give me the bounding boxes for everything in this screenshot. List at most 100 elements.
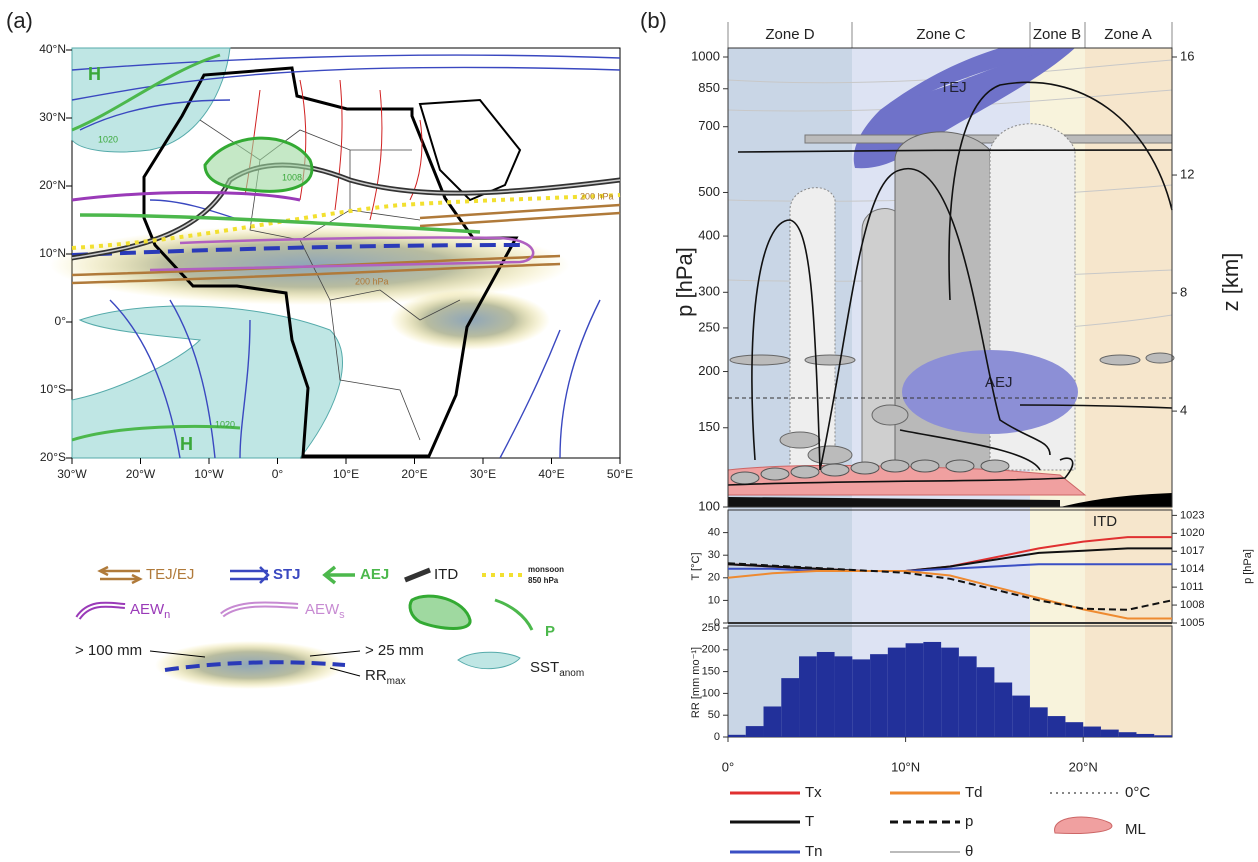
surface bbox=[728, 497, 1060, 507]
annotation: 200 hPa bbox=[355, 276, 389, 286]
zone-label: Zone C bbox=[916, 26, 965, 43]
orography bbox=[1060, 493, 1172, 507]
y2-axis-label: z [km] bbox=[1218, 253, 1243, 312]
lat-label: 30°N bbox=[39, 110, 66, 124]
bar bbox=[1029, 707, 1048, 737]
stj-streamlines bbox=[71, 54, 621, 459]
bar bbox=[763, 706, 782, 737]
y2-tick-label: 16 bbox=[1180, 48, 1194, 63]
legend-label: SST bbox=[530, 659, 559, 676]
y-tick-label: 250 bbox=[698, 319, 720, 334]
lon-label: 30°E bbox=[470, 467, 496, 481]
legend-label: AEW bbox=[305, 601, 340, 618]
y2-tick-label: 4 bbox=[1180, 403, 1187, 418]
bar bbox=[905, 643, 924, 737]
y2-tick-label: 12 bbox=[1180, 166, 1194, 181]
x-tick-label: 20°N bbox=[1069, 759, 1098, 774]
lon-label: 40°E bbox=[538, 467, 564, 481]
y-tick-label: 850 bbox=[698, 80, 720, 95]
legend-label: ML bbox=[1125, 821, 1146, 838]
y-tick-label: 20 bbox=[708, 572, 720, 584]
section-frame bbox=[727, 47, 1173, 508]
legend-symbol bbox=[404, 567, 431, 583]
map: H H 1020 1020 1008 200 hPa 200 hPa bbox=[50, 47, 621, 459]
x-tick-label: 0° bbox=[722, 759, 734, 774]
legend-label: > 100 mm bbox=[75, 642, 142, 659]
annotation: 1020 bbox=[98, 134, 118, 144]
bar bbox=[816, 651, 835, 737]
legend-symbol bbox=[494, 598, 534, 631]
y-tick-label: 0 bbox=[714, 731, 720, 743]
legend-label: T bbox=[805, 813, 814, 830]
jet-label: AEJ bbox=[985, 374, 1013, 391]
bar bbox=[958, 656, 977, 737]
legend-label: ITD bbox=[434, 566, 458, 583]
legend-label: 0°C bbox=[1125, 784, 1150, 801]
lon-label: 10°W bbox=[194, 467, 224, 481]
y2-tick-label: 1011 bbox=[1180, 581, 1204, 593]
legend-label: Td bbox=[965, 784, 983, 801]
series-line bbox=[727, 562, 1173, 611]
cross-section: AEJ TEJ ITD bbox=[727, 48, 1175, 530]
legend-symbol bbox=[155, 641, 345, 689]
x-tick-label: 10°N bbox=[891, 759, 920, 774]
lon-label: 20°W bbox=[126, 467, 156, 481]
legend-label: monsoon bbox=[528, 565, 564, 574]
mid-level-clouds bbox=[729, 352, 1175, 465]
series-line bbox=[728, 563, 1172, 572]
y-axis-label: RR [mm mo⁻¹] bbox=[690, 647, 702, 718]
legend-symbol bbox=[457, 651, 521, 670]
legend-label: max bbox=[387, 676, 406, 687]
bar bbox=[1083, 726, 1101, 737]
lon-label: 0° bbox=[272, 467, 284, 481]
bar bbox=[781, 678, 800, 737]
legend-label: TEJ/EJ bbox=[146, 566, 194, 583]
y-tick-label: 400 bbox=[698, 228, 720, 243]
rr-max bbox=[71, 243, 521, 257]
lat-label: 20°S bbox=[40, 450, 66, 464]
lat-label: 20°N bbox=[39, 178, 66, 192]
shallow-clouds bbox=[730, 459, 1010, 485]
panel-label: (b) bbox=[640, 8, 667, 33]
jet-label: TEJ bbox=[940, 79, 967, 96]
legend-label: 850 hPa bbox=[528, 576, 559, 585]
aew-s bbox=[149, 236, 535, 272]
panel-label: (a) bbox=[6, 8, 33, 33]
bar bbox=[728, 734, 746, 737]
legend-label: AEW bbox=[130, 601, 165, 618]
legend-symbol bbox=[221, 603, 299, 616]
legend-symbol bbox=[408, 594, 472, 630]
cloud bbox=[789, 187, 836, 481]
zone-label: Zone B bbox=[1033, 26, 1081, 43]
map-legend: TEJ/EJ STJ AEJ ITD monsoon 850 hPa AEWn … bbox=[75, 565, 584, 689]
y-tick-label: 0 bbox=[714, 617, 720, 629]
y2-tick-label: 1008 bbox=[1180, 599, 1204, 611]
bar bbox=[941, 647, 959, 737]
legend-label: anom bbox=[559, 668, 584, 679]
bar bbox=[994, 682, 1013, 737]
itd-label: ITD bbox=[1093, 513, 1117, 530]
lon-label: 20°E bbox=[401, 467, 427, 481]
y-tick-label: 200 bbox=[702, 644, 720, 656]
legend-symbol bbox=[322, 565, 355, 585]
y-tick-label: 1000 bbox=[691, 48, 720, 63]
bar bbox=[976, 667, 995, 737]
p-line bbox=[71, 53, 221, 132]
map-axes: 40°N 30°N 20°N 10°N 0° 10°S 20°S 30°W 20°W 10°W 0°… bbox=[39, 42, 633, 481]
bar bbox=[1136, 733, 1155, 737]
y-tick-label: 300 bbox=[698, 284, 720, 299]
legend-symbol bbox=[77, 603, 126, 619]
series-line bbox=[727, 570, 1172, 620]
y2-tick-label: 1005 bbox=[1180, 617, 1204, 629]
bar bbox=[852, 659, 871, 737]
legend-pointer bbox=[149, 650, 206, 658]
lon-label: 50°E bbox=[607, 467, 633, 481]
legend-label: Tx bbox=[805, 784, 822, 801]
annotation: H bbox=[180, 434, 193, 454]
y2-tick-label: 1017 bbox=[1180, 545, 1204, 557]
y-tick-label: 50 bbox=[708, 709, 720, 721]
zone-label: Zone D bbox=[765, 26, 814, 43]
bar bbox=[923, 641, 942, 737]
y-tick-label: 500 bbox=[698, 184, 720, 199]
